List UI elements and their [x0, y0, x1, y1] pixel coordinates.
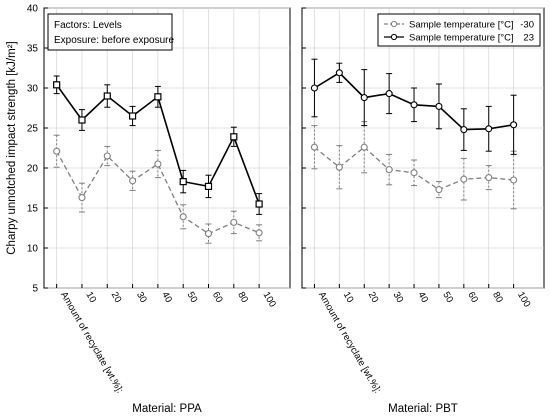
data-point [230, 218, 238, 226]
legend-box [377, 13, 541, 47]
data-point [128, 112, 137, 120]
data-point [230, 133, 238, 141]
data-point [310, 84, 318, 92]
x-tick-label: 50 [440, 290, 455, 305]
data-point [78, 116, 86, 124]
data-point [485, 174, 493, 182]
legend-value: 23 [523, 33, 534, 44]
background-layer [43, 7, 545, 289]
y-tick-label: 25 [27, 124, 39, 135]
y-axis-title: Charpy unnotched impact strength [kJ/m²] [6, 41, 18, 255]
material-label: Material: PPA [132, 403, 202, 415]
data-point [129, 177, 137, 185]
data-point [78, 194, 86, 202]
x-tick-label: 30 [391, 290, 406, 305]
x-tick-label: 100 [515, 290, 532, 309]
series-line--30 [56, 150, 260, 235]
legend-marker [390, 33, 398, 41]
legend-label: Sample temperature [°C] [409, 33, 514, 44]
x-tick-label: 60 [210, 290, 225, 305]
data-point [154, 93, 162, 101]
data-point [255, 229, 263, 237]
data-point [510, 121, 518, 129]
plot-frame-1 [301, 7, 545, 289]
data-point [385, 90, 393, 98]
data-point [385, 166, 393, 174]
annotation-text: Factors: Levels [54, 20, 122, 31]
x-tick-label: 60 [465, 290, 480, 305]
data-point [310, 143, 318, 151]
y-tick-label: 5 [32, 284, 38, 295]
x-tick-label: 20 [109, 290, 124, 305]
data-point [154, 160, 162, 168]
x-axis-label: Amount of recyclate [wt.%]: [316, 290, 383, 395]
data-point [204, 230, 213, 238]
y-tick-label: 20 [27, 164, 39, 175]
y-tick-label: 40 [27, 4, 39, 15]
data-point [255, 200, 263, 208]
data-point [335, 69, 343, 77]
data-point [460, 175, 468, 183]
legend-label: Sample temperature [°C] [409, 20, 514, 31]
data-point [335, 163, 343, 171]
x-axis-label: Amount of recyclate [wt.%]: [58, 290, 125, 395]
data-point [103, 92, 111, 100]
legend-marker [390, 20, 398, 28]
data-point [204, 182, 213, 190]
plot-frame-0 [43, 7, 291, 289]
material-label: Material: PBT [388, 403, 458, 415]
data-point [410, 101, 418, 109]
x-tick-label: 10 [83, 290, 98, 305]
data-point [360, 143, 368, 151]
x-tick-label: 10 [341, 290, 356, 305]
x-tick-label: 40 [415, 290, 430, 305]
y-tick-label: 10 [27, 244, 39, 255]
annotation-text: Exposure: before exposure [54, 35, 175, 46]
x-tick-label: 50 [185, 290, 200, 305]
data-point [53, 147, 61, 155]
x-tick-label: 40 [159, 290, 174, 305]
data-layer [53, 58, 518, 244]
data-point [179, 213, 187, 221]
y-tick-label: 15 [27, 204, 39, 215]
data-point [485, 125, 493, 133]
data-point [53, 81, 61, 89]
data-point [460, 126, 468, 134]
data-point [435, 186, 443, 194]
y-tick-label: 35 [27, 44, 39, 55]
x-tick-label: 30 [134, 290, 149, 305]
data-point [410, 169, 418, 177]
x-tick-label: 20 [366, 290, 381, 305]
legend-value: -30 [520, 20, 534, 31]
x-tick-label: 100 [261, 290, 278, 309]
annotation-box [47, 13, 173, 51]
data-point [510, 176, 518, 184]
data-point [360, 94, 368, 102]
x-tick-label: 80 [235, 290, 250, 305]
grid-layer [44, 7, 544, 289]
y-tick-label: 30 [27, 84, 39, 95]
x-tick-label: 80 [490, 290, 505, 305]
data-point [179, 178, 187, 186]
data-point [435, 102, 443, 110]
data-point [103, 152, 111, 160]
